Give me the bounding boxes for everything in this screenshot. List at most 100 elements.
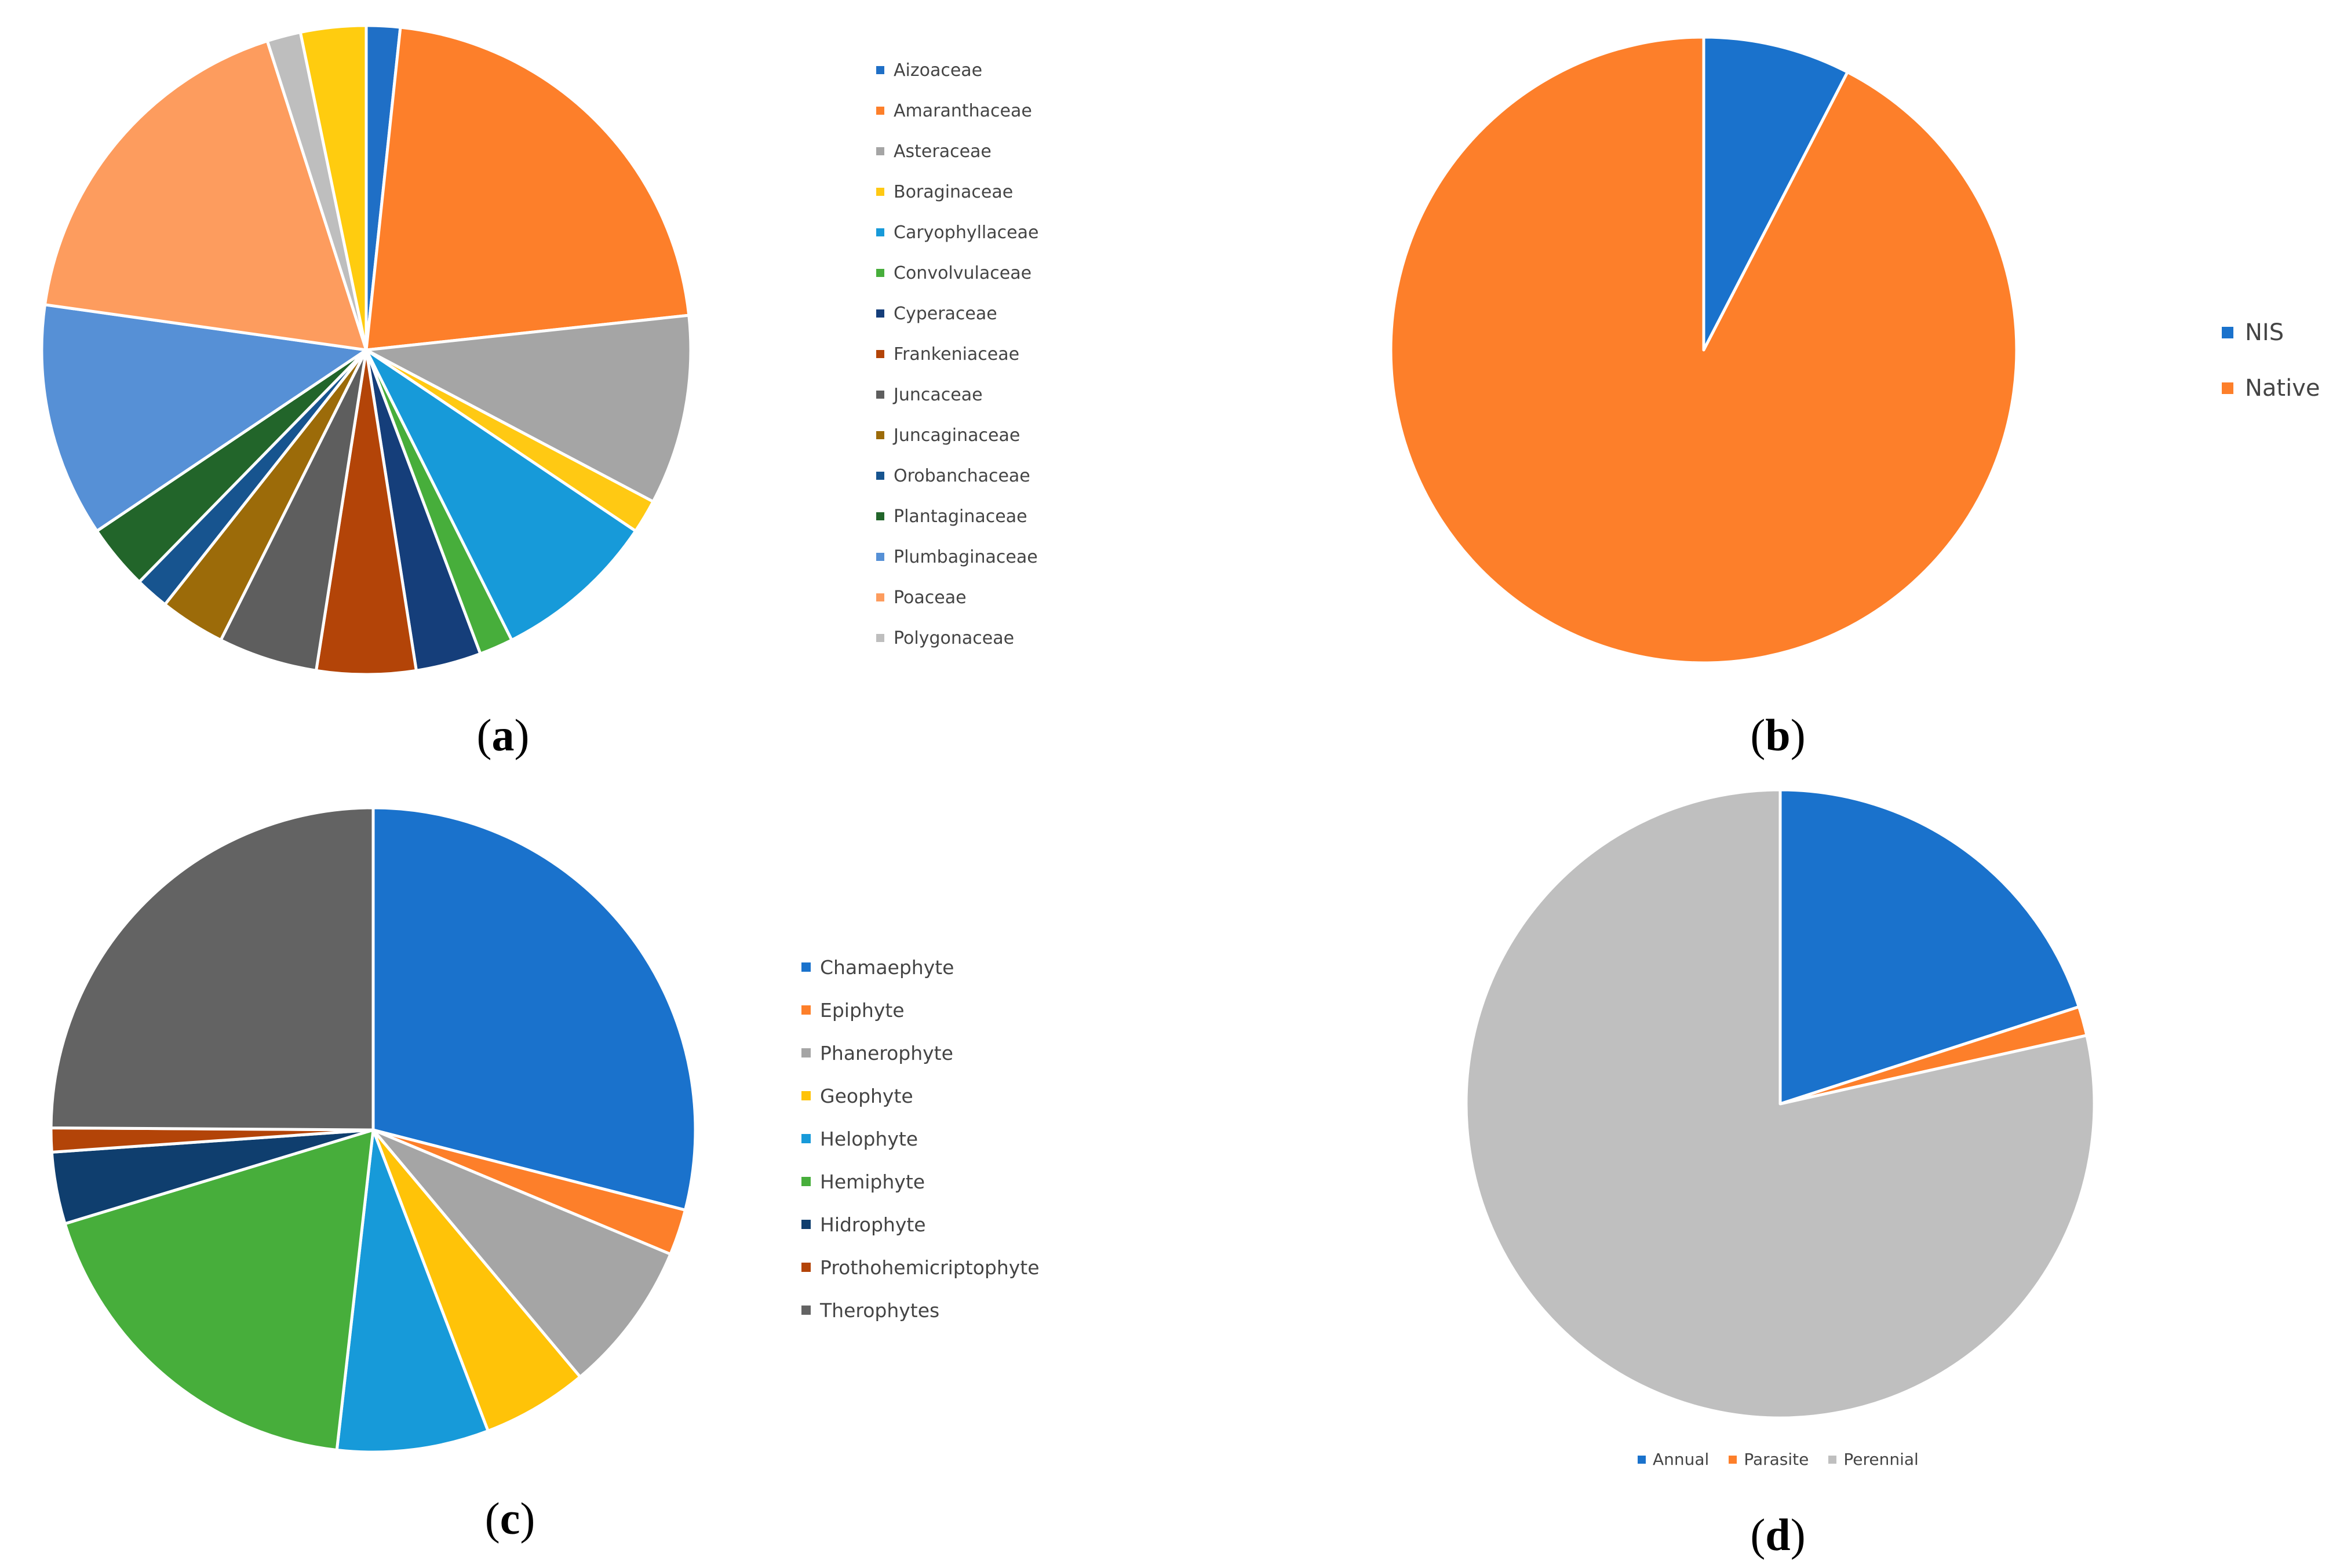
caption-b: (b) bbox=[1750, 710, 1806, 760]
legend-label: Poaceae bbox=[894, 587, 967, 608]
legend-label: Asteraceae bbox=[894, 141, 992, 162]
legend-swatch bbox=[876, 188, 884, 196]
legend-item-geophyte: Geophyte bbox=[801, 1074, 1040, 1117]
legend-label: Convolvulaceae bbox=[894, 262, 1032, 283]
pie-slice-helophyte bbox=[335, 1128, 490, 1454]
pie-slice-geophyte bbox=[371, 1128, 582, 1432]
legend-swatch bbox=[876, 66, 884, 74]
legend-label: Juncaginaceae bbox=[894, 425, 1020, 446]
pie-slice-asteraceae bbox=[365, 313, 692, 504]
legend-item-juncaceae: Juncaceae bbox=[876, 374, 1038, 415]
legend-label: Aizoaceae bbox=[894, 60, 983, 81]
legend-label: Boraginaceae bbox=[894, 181, 1014, 202]
legend-label: Cyperaceae bbox=[894, 303, 997, 324]
legend-item-orobanchaceae: Orobanchaceae bbox=[876, 455, 1038, 496]
legend-swatch bbox=[876, 472, 884, 480]
legend-swatch bbox=[801, 1091, 811, 1100]
legend-item-hemiphyte: Hemiphyte bbox=[801, 1160, 1040, 1203]
legend-label: Epiphyte bbox=[820, 998, 905, 1022]
legend-label: Polygonaceae bbox=[894, 628, 1015, 648]
pie-slice-plumbaginaceae bbox=[40, 303, 368, 533]
legend-swatch bbox=[876, 391, 884, 399]
legend-item-prothohemicriptophyte: Prothohemicriptophyte bbox=[801, 1246, 1040, 1289]
legend-swatch bbox=[1638, 1455, 1646, 1464]
legend-item-juncaginaceae: Juncaginaceae bbox=[876, 415, 1038, 455]
legend-item-amaranthaceae: Amaranthaceae bbox=[876, 90, 1038, 131]
legend-label: Helophyte bbox=[820, 1127, 918, 1150]
legend-swatch bbox=[801, 962, 811, 972]
legend-item-annual: Annual bbox=[1638, 1450, 1709, 1469]
legend-swatch bbox=[876, 309, 884, 318]
pie-slice-amaranthaceae bbox=[365, 25, 691, 352]
legend-item-perennial: Perennial bbox=[1828, 1450, 1919, 1469]
legend-item-cyperaceae: Cyperaceae bbox=[876, 293, 1038, 334]
legend-label: NIS bbox=[2245, 319, 2284, 346]
legend-swatch bbox=[876, 228, 884, 236]
legend-item-parasite: Parasite bbox=[1729, 1450, 1809, 1469]
legend-label: Perennial bbox=[1843, 1450, 1919, 1469]
legend-swatch bbox=[2222, 327, 2233, 338]
legend-item-asteraceae: Asteraceae bbox=[876, 131, 1038, 172]
legend-item-plantaginaceae: Plantaginaceae bbox=[876, 496, 1038, 537]
legend-swatch bbox=[2222, 382, 2233, 394]
pie-slice-poaceae bbox=[43, 39, 368, 352]
legend-item-caryophyllaceae: Caryophyllaceae bbox=[876, 212, 1038, 253]
legend-item-chamaephyte: Chamaephyte bbox=[801, 946, 1040, 989]
pie-slice-juncaceae bbox=[219, 348, 368, 672]
legend-label: Native bbox=[2245, 375, 2320, 402]
legend-item-aizoaceae: Aizoaceae bbox=[876, 50, 1038, 90]
legend-label: Plantaginaceae bbox=[894, 506, 1027, 527]
pie-slice-phanerophyte bbox=[371, 1128, 672, 1379]
pie-slice-nis bbox=[1702, 35, 1849, 352]
legend-item-phanerophyte: Phanerophyte bbox=[801, 1031, 1040, 1074]
legend-swatch bbox=[801, 1306, 811, 1315]
legend-label: Annual bbox=[1653, 1450, 1710, 1469]
legend-item-convolvulaceae: Convolvulaceae bbox=[876, 253, 1038, 293]
legend-c: Chamaephyte Epiphyte Phanerophyte Geophyte H… bbox=[801, 946, 1040, 1332]
legend-b: NIS Native bbox=[2222, 305, 2320, 416]
legend-swatch bbox=[801, 1220, 811, 1229]
legend-swatch bbox=[876, 512, 884, 520]
legend-item-plumbaginaceae: Plumbaginaceae bbox=[876, 537, 1038, 577]
legend-swatch bbox=[876, 350, 884, 358]
legend-swatch bbox=[1729, 1455, 1737, 1464]
legend-label: Frankeniaceae bbox=[894, 344, 1020, 364]
legend-item-native: Native bbox=[2222, 360, 2320, 416]
legend-swatch bbox=[876, 593, 884, 601]
legend-swatch bbox=[801, 1263, 811, 1272]
caption-c: (c) bbox=[484, 1493, 535, 1544]
pie-slice-native bbox=[1389, 35, 2018, 665]
pie-chart-b bbox=[1389, 35, 2018, 665]
legend-item-helophyte: Helophyte bbox=[801, 1117, 1040, 1160]
legend-swatch bbox=[876, 107, 884, 115]
legend-item-nis: NIS bbox=[2222, 305, 2320, 360]
legend-item-frankeniaceae: Frankeniaceae bbox=[876, 334, 1038, 374]
legend-swatch bbox=[801, 1005, 811, 1015]
legend-item-polygonaceae: Polygonaceae bbox=[876, 618, 1038, 658]
legend-swatch bbox=[876, 553, 884, 561]
legend-label: Juncaceae bbox=[894, 384, 983, 405]
pie-chart-a bbox=[40, 24, 692, 676]
legend-label: Parasite bbox=[1744, 1450, 1809, 1469]
legend-swatch bbox=[1828, 1455, 1837, 1464]
legend-label: Phanerophyte bbox=[820, 1041, 953, 1064]
pie-slice-extra-0 bbox=[298, 24, 368, 352]
legend-a: Aizoaceae Amaranthaceae Asteraceae Boragina… bbox=[876, 50, 1038, 658]
legend-swatch bbox=[876, 634, 884, 642]
legend-label: Geophyte bbox=[820, 1084, 913, 1107]
legend-swatch bbox=[801, 1048, 811, 1058]
caption-d: (d) bbox=[1750, 1509, 1806, 1560]
pie-slice-hemiphyte bbox=[63, 1128, 375, 1452]
legend-label: Hemiphyte bbox=[820, 1170, 925, 1193]
pie-slice-frankeniaceae bbox=[315, 348, 418, 676]
legend-item-boraginaceae: Boraginaceae bbox=[876, 172, 1038, 212]
legend-label: Amaranthaceae bbox=[894, 100, 1032, 121]
legend-swatch bbox=[876, 431, 884, 439]
legend-d: Annual Parasite Perennial bbox=[1638, 1450, 1919, 1469]
pie-slice-chamaephyte bbox=[371, 806, 697, 1212]
legend-label: Orobanchaceae bbox=[894, 465, 1030, 486]
pie-slice-perennial bbox=[1464, 788, 2096, 1420]
legend-label: Chamaephyte bbox=[820, 956, 954, 979]
legend-label: Hidrophyte bbox=[820, 1213, 926, 1236]
